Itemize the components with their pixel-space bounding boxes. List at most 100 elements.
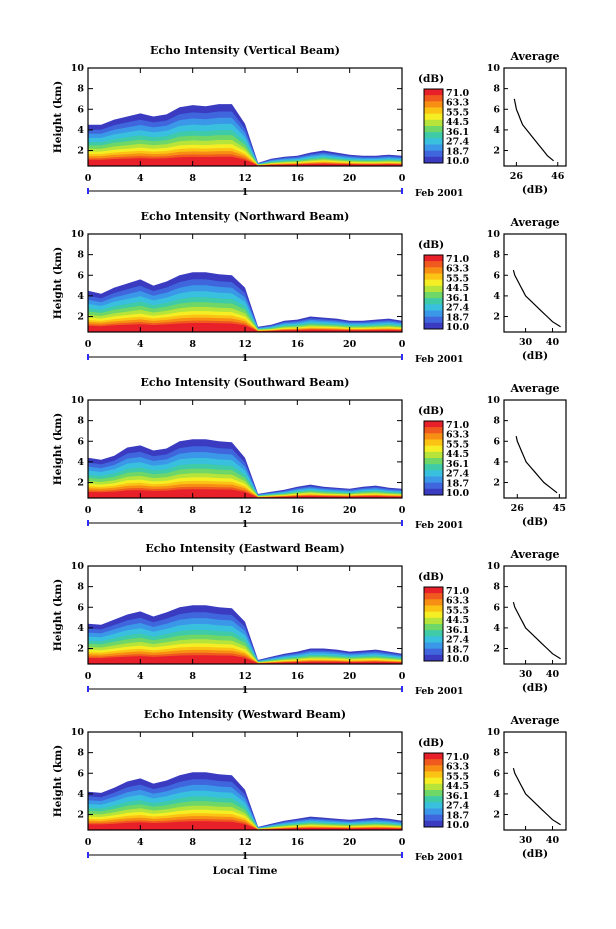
profile-xlabel: (dB): [522, 682, 548, 694]
colorbar-level: 36.1: [446, 791, 469, 802]
colorbar-swatch: [424, 298, 443, 305]
colorbar-level: 18.7: [446, 312, 469, 323]
profile-y-tick-label: 6: [493, 436, 500, 447]
profile-frame: [503, 565, 567, 665]
profile-title: Average: [509, 548, 559, 561]
panel-title: Echo Intensity (Westward Beam): [144, 708, 346, 721]
profile-y-tick-label: 10: [487, 561, 501, 572]
profile-line: [515, 435, 558, 494]
y-tick-label: 4: [77, 457, 84, 468]
profile-y-tick-label: 6: [493, 104, 500, 115]
colorbar-swatch: [424, 648, 443, 656]
x-tick-label: 12: [238, 837, 251, 848]
x-tick-label: 16: [291, 837, 305, 848]
colorbar-level: 63.3: [446, 264, 469, 275]
colorbar-title: (dB): [418, 405, 444, 417]
y-tick-label: 8: [77, 748, 84, 759]
colorbar-level: 55.5: [446, 605, 469, 616]
y-tick-label: 8: [77, 250, 84, 261]
colorbar-swatch: [424, 783, 443, 791]
x-tick-label: 16: [291, 339, 305, 350]
profile-y-tick-label: 8: [493, 250, 500, 261]
profile-title: Average: [509, 216, 559, 229]
colorbar-swatch: [424, 279, 443, 287]
x-tick-label: 0: [85, 173, 92, 184]
panel-title: Echo Intensity (Northward Beam): [141, 210, 350, 223]
profile-line: [512, 269, 561, 328]
day-label: 1: [242, 685, 249, 696]
profile-y-tick-label: 6: [493, 602, 500, 613]
profile-y-tick-label: 2: [493, 312, 500, 323]
y-tick-label: 6: [77, 270, 84, 281]
profile-y-tick-label: 10: [487, 395, 501, 406]
colorbar-swatch: [424, 790, 443, 797]
y-tick-label: 6: [77, 602, 84, 613]
x-tick-label: 0: [399, 339, 406, 350]
colorbar-swatch: [424, 292, 443, 299]
colorbar-level: 71.0: [446, 586, 470, 597]
colorbar-level: 71.0: [446, 420, 470, 431]
profile-y-tick-label: 4: [493, 623, 500, 634]
colorbar-swatch: [424, 285, 443, 293]
profile-y-tick-label: 8: [493, 84, 500, 95]
colorbar-swatch: [424, 427, 443, 434]
x-tick-label: 8: [189, 671, 196, 682]
x-tick-label: 4: [137, 505, 144, 516]
y-tick-label: 2: [77, 146, 84, 157]
colorbar-level: 44.5: [446, 615, 469, 626]
x-tick-label: 20: [343, 505, 357, 516]
colorbar-swatch: [424, 753, 443, 760]
colorbar-level: 18.7: [446, 478, 469, 489]
y-axis-label: Height (km): [52, 745, 64, 817]
y-tick-label: 6: [77, 768, 84, 779]
colorbar-swatch: [424, 451, 443, 459]
x-tick-label: 4: [137, 173, 144, 184]
colorbar-level: 71.0: [446, 752, 470, 763]
y-tick-label: 2: [77, 478, 84, 489]
colorbar-swatch: [424, 261, 443, 268]
echo-field: [88, 605, 402, 664]
profile-y-tick-label: 2: [493, 146, 500, 157]
colorbar-swatch: [424, 796, 443, 803]
profile-x-tick-label: 30: [519, 835, 533, 846]
colorbar-swatch: [424, 599, 443, 606]
colorbar-level: 44.5: [446, 283, 469, 294]
profile-y-tick-label: 8: [493, 416, 500, 427]
colorbar-level: 63.3: [446, 762, 469, 773]
colorbar-swatch: [424, 587, 443, 594]
colorbar-swatch: [424, 605, 443, 613]
profile-frame: [503, 233, 567, 333]
profile-x-tick-label: 40: [546, 835, 560, 846]
day-label: 1: [242, 519, 249, 530]
colorbar-swatch: [424, 759, 443, 766]
x-tick-label: 0: [85, 837, 92, 848]
x-tick-label: 0: [399, 837, 406, 848]
colorbar-level: 44.5: [446, 117, 469, 128]
x-tick-label: 0: [399, 671, 406, 682]
profile-xlabel: (dB): [522, 848, 548, 860]
colorbar-level: 71.0: [446, 254, 470, 265]
colorbar-swatch: [424, 470, 443, 477]
colorbar-swatch: [424, 624, 443, 631]
profile-y-tick-label: 8: [493, 582, 500, 593]
colorbar-title: (dB): [418, 73, 444, 85]
x-tick-label: 16: [291, 505, 305, 516]
profile-title: Average: [509, 382, 559, 395]
profile-y-tick-label: 10: [487, 727, 501, 738]
profile-y-tick-label: 4: [493, 789, 500, 800]
colorbar-frame: [423, 586, 444, 662]
profile-y-tick-label: 10: [487, 63, 501, 74]
colorbar-level: 44.5: [446, 449, 469, 460]
colorbar-level: 36.1: [446, 625, 469, 636]
profile-xlabel: (dB): [522, 516, 548, 528]
colorbar-level: 27.4: [446, 635, 470, 646]
colorbar-swatch: [424, 611, 443, 619]
profile-y-tick-label: 6: [493, 768, 500, 779]
colorbar-swatch: [424, 144, 443, 152]
y-tick-label: 10: [71, 727, 85, 738]
date-label: Feb 2001: [415, 852, 464, 863]
profile-y-tick-label: 8: [493, 748, 500, 759]
